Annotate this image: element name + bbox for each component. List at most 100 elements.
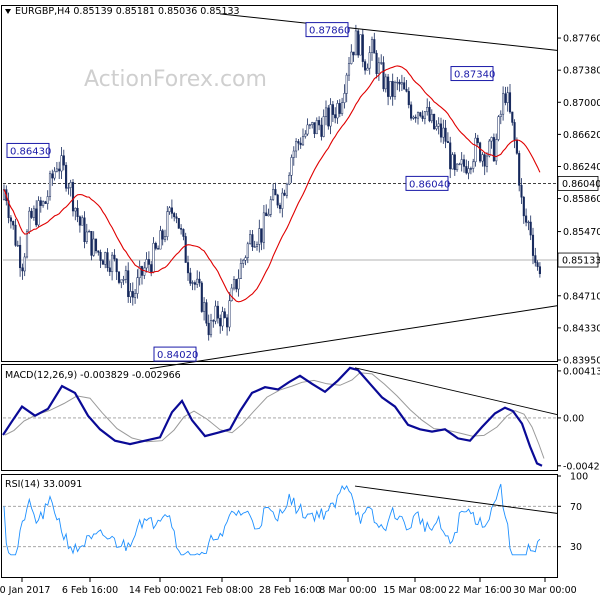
- candle-body: [433, 113, 436, 130]
- candle-body: [39, 200, 42, 206]
- candle-body: [529, 221, 532, 236]
- candle-body: [37, 200, 40, 226]
- candle-body: [42, 201, 45, 206]
- candle-body: [329, 104, 332, 127]
- candle-body: [283, 192, 286, 196]
- candle-body: [58, 168, 61, 172]
- candle-body: [251, 234, 254, 248]
- candle-body: [48, 173, 52, 197]
- macd-trendline: [354, 367, 558, 415]
- candle-body: [354, 30, 357, 56]
- support-level-label: 0.86040: [562, 179, 600, 190]
- rsi-axis-label: 100: [570, 472, 588, 483]
- time-axis-label: 30 Mar 00:00: [513, 585, 576, 596]
- candle-body: [304, 133, 307, 137]
- candle-body: [230, 287, 233, 301]
- candle-body: [396, 81, 399, 84]
- candle-body: [150, 264, 153, 273]
- candle-body: [9, 217, 12, 222]
- candle-body: [285, 183, 288, 196]
- collapse-arrow-icon: [5, 9, 11, 14]
- candle-body: [157, 248, 160, 250]
- candle-body: [276, 194, 279, 206]
- candle-body: [62, 155, 65, 166]
- candle-body: [426, 107, 429, 113]
- candle-body: [19, 244, 22, 269]
- price-axis-label: 0.84710: [563, 291, 600, 302]
- candle-body: [163, 236, 167, 240]
- candle-body: [196, 278, 199, 285]
- candle-body: [108, 267, 111, 273]
- candle-body: [389, 81, 392, 97]
- candle-body: [35, 208, 38, 226]
- candle-body: [21, 267, 24, 272]
- candle-body: [522, 196, 525, 217]
- candle-body: [439, 123, 443, 138]
- candle-body: [216, 305, 219, 319]
- candle-body: [242, 260, 245, 264]
- candle-body: [410, 104, 413, 119]
- candle-body: [269, 199, 272, 215]
- price-axis-label: 0.84330: [563, 323, 600, 334]
- candle-body: [78, 216, 81, 226]
- candle-body: [442, 127, 445, 138]
- candle-body: [16, 244, 19, 247]
- candle-body: [306, 124, 309, 135]
- time-axis-label: 30 Jan 2017: [0, 585, 50, 596]
- candle-body: [295, 141, 298, 152]
- time-axis-label: 21 Feb 08:00: [191, 585, 253, 596]
- candle-body: [492, 137, 495, 162]
- candle-body: [474, 137, 477, 163]
- price-axis-label: 0.87000: [563, 98, 600, 109]
- price-header: EURGBP,H4 0.85139 0.85181 0.85036 0.8513…: [5, 6, 240, 17]
- candle-body: [382, 62, 385, 90]
- candle-body: [538, 266, 541, 275]
- candle-body: [520, 185, 523, 198]
- price-axis-label: 0.83950: [563, 356, 600, 367]
- candle-body: [508, 92, 512, 113]
- candle-body: [235, 279, 238, 290]
- candle-body: [278, 204, 282, 209]
- candle-body: [44, 201, 47, 204]
- rsi-axis-label: 30: [570, 542, 582, 553]
- candle-body: [246, 243, 249, 258]
- time-axis-label: 15 Mar 08:00: [383, 585, 446, 596]
- price-axis-label: 0.86620: [563, 130, 600, 141]
- candle-body: [352, 51, 355, 56]
- candle-body: [419, 112, 422, 117]
- candle-body: [311, 122, 314, 126]
- candle-body: [60, 155, 63, 172]
- candle-body: [511, 111, 514, 123]
- macd-axis-label: -0.004208: [563, 461, 600, 472]
- candle-body: [131, 291, 134, 298]
- candle-body: [292, 150, 295, 158]
- candle-body: [94, 238, 98, 252]
- candle-body: [14, 224, 17, 246]
- price-levels: 0.85133 0.86040: [3, 175, 600, 268]
- candle-body: [71, 182, 75, 212]
- current-price-box: [557, 252, 599, 268]
- candle-body: [297, 141, 300, 144]
- candle-body: [518, 153, 521, 186]
- candle-body: [253, 246, 256, 248]
- candle-body: [154, 242, 157, 249]
- price-axis-label: 0.86240: [563, 162, 600, 173]
- candle-body: [143, 267, 146, 276]
- price-axis-label: 0.85470: [563, 227, 600, 238]
- candle-body: [324, 107, 328, 117]
- rsi-axis-label: 70: [570, 502, 582, 513]
- price-axis-label: 0.87760: [563, 34, 600, 45]
- candle-body: [318, 120, 321, 126]
- candle-body: [191, 282, 194, 284]
- candle-body: [81, 217, 84, 226]
- candle-body: [166, 211, 169, 237]
- candle-body: [28, 210, 31, 233]
- candle-body: [437, 123, 440, 127]
- candle-body: [267, 214, 270, 217]
- candle-body: [334, 114, 337, 119]
- candle-body: [368, 52, 371, 69]
- price-annotation-label: 0.87860: [309, 26, 350, 37]
- candle-body: [377, 62, 380, 74]
- candle-body: [88, 230, 91, 233]
- price-annotation-label: 0.87340: [454, 70, 495, 81]
